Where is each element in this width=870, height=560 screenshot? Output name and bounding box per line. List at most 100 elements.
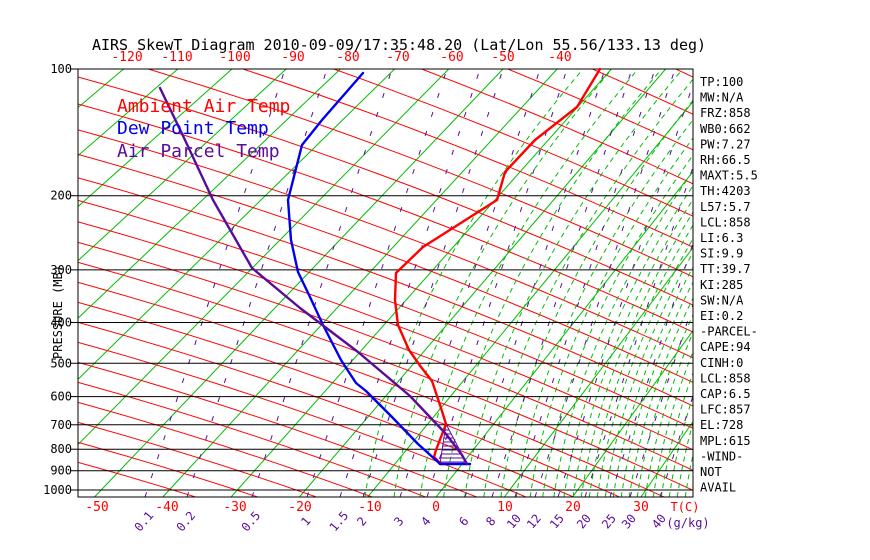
isobars-and-frame — [70, 68, 694, 498]
dry-adiabat-line — [78, 301, 621, 497]
dry-adiabat-line — [78, 199, 693, 429]
temp-tick-top-label: -90 — [281, 50, 304, 65]
temp-tick-bottom-label: -10 — [358, 500, 381, 515]
legend-air-parcel-temp: Air Parcel Temp — [117, 141, 280, 162]
moist-adiabat-line — [596, 237, 693, 497]
stat-row: EL:728 — [700, 418, 743, 432]
dry-adiabat-line — [78, 153, 693, 383]
moist-adiabat-line — [419, 69, 639, 497]
isotherm-line — [78, 69, 179, 157]
isotherm-line — [78, 69, 450, 446]
stat-row: LI:6.3 — [700, 231, 743, 245]
moist-adiabat-line — [676, 421, 693, 497]
mixing-ratio-line — [306, 69, 448, 497]
pressure-tick-label: 800 — [50, 442, 72, 456]
temp-tick-top-label: -80 — [336, 50, 359, 65]
isotherm-line — [435, 170, 693, 497]
temp-tick-bottom-label: -30 — [223, 500, 246, 515]
moist-adiabat-line — [604, 251, 693, 497]
moist-adiabat-line — [652, 350, 693, 497]
isotherm-line — [78, 69, 233, 208]
sounding-profiles — [158, 67, 602, 466]
temp-tick-top-label: -70 — [386, 50, 409, 65]
legend-dew-point-temp: Dew Point Temp — [117, 118, 269, 139]
stat-row: TP:100 — [700, 75, 743, 89]
isotherm-line — [94, 69, 504, 497]
moist-adiabat-line — [668, 394, 693, 497]
mixing-ratio-tick-label: 12 — [524, 511, 544, 531]
isotherm-line — [78, 69, 287, 262]
pressure-tick-label: 600 — [50, 390, 72, 404]
temp-tick-bottom-label: 30 — [633, 500, 649, 515]
pressure-tick-label: 400 — [50, 315, 72, 329]
isotherm-line — [503, 246, 693, 497]
stat-row: LCL:858 — [700, 371, 751, 385]
isotherm-line — [640, 420, 693, 497]
mixing-ratio-tick-label: 8 — [483, 514, 498, 529]
stat-row: PW:7.27 — [700, 137, 751, 151]
moist-adiabat-line — [364, 69, 584, 497]
mixing-ratio-tick-label: 15 — [547, 511, 567, 531]
pressure-axis-label: PRESSURE (MB) — [51, 265, 65, 359]
mixing-ratio-tick-label: 1 — [298, 514, 313, 529]
temp-tick-bottom-label: 0 — [432, 500, 440, 515]
moist-adiabat-line — [464, 69, 684, 497]
pressure-tick-label: 700 — [50, 418, 72, 432]
pressure-tick-label: 500 — [50, 356, 72, 370]
legend-ambient-air-temp: Ambient Air Temp — [117, 96, 290, 117]
isotherm-line — [162, 69, 558, 497]
mixing-ratio-tick-label: 2 — [354, 514, 369, 529]
stat-row: KI:285 — [700, 278, 743, 292]
stat-row: MW:N/A — [700, 91, 744, 105]
dry-adiabat-line — [78, 421, 318, 497]
moist-adiabat-line — [628, 296, 693, 497]
isotherm-line — [78, 69, 395, 380]
dry-adiabat-line — [332, 69, 693, 217]
dry-adiabat-line — [241, 69, 693, 248]
stat-row: WB0:662 — [700, 122, 751, 136]
stat-row: AVAIL — [700, 481, 736, 495]
isotherm-line — [299, 69, 666, 497]
dry-adiabat-line — [78, 361, 479, 497]
stat-row: TH:4203 — [700, 184, 751, 198]
temp-tick-top-label: -100 — [219, 50, 250, 65]
stat-row: -WIND- — [700, 449, 743, 463]
page-title: AIRS SkewT Diagram 2010-09-09/17:35:48.2… — [92, 36, 706, 54]
mixing-ratio-tick-label: 4 — [418, 514, 433, 529]
temp-tick-bottom-label: 20 — [565, 500, 581, 515]
dry-adiabat-line — [78, 129, 693, 359]
moist-adiabat-line — [553, 170, 693, 497]
stat-row: FRZ:858 — [700, 106, 751, 120]
stat-row: TT:39.7 — [700, 262, 751, 276]
stat-row: L57:5.7 — [700, 200, 751, 214]
moist-adiabat-line — [620, 281, 693, 497]
dry-adiabat-line — [78, 381, 427, 497]
dry-adiabat-line — [78, 321, 575, 497]
mixing-ratio-tick-label: 1.5 — [327, 509, 352, 535]
pressure-tick-label: 1000 — [43, 483, 72, 497]
stat-row: CAPE:94 — [700, 340, 751, 354]
dry-adiabat-line — [78, 401, 374, 497]
mixing-unit-label: (g/kg) — [666, 516, 709, 530]
dew-point-temp-profile — [286, 71, 472, 466]
pressure-tick-label: 100 — [50, 62, 72, 76]
moist-adiabat-line — [529, 137, 693, 497]
stat-row: CINH:0 — [700, 356, 743, 370]
temp-unit-label: T(C) — [671, 500, 700, 514]
dry-adiabat-line — [78, 461, 198, 497]
dry-adiabat-line — [146, 69, 693, 278]
temp-tick-bottom-label: 10 — [497, 500, 513, 515]
isotherm-line — [78, 69, 341, 319]
stat-row: SW:N/A — [700, 293, 744, 307]
dry-adiabat-line — [78, 441, 260, 497]
moist-adiabat-line — [515, 119, 693, 497]
moist-adiabat-line — [588, 224, 693, 497]
moist-adiabat-line — [580, 211, 693, 497]
mixing-ratio-tick-label: 3 — [391, 514, 406, 529]
ambient-air-temp-profile — [393, 67, 602, 466]
isotherm-line — [230, 69, 612, 497]
